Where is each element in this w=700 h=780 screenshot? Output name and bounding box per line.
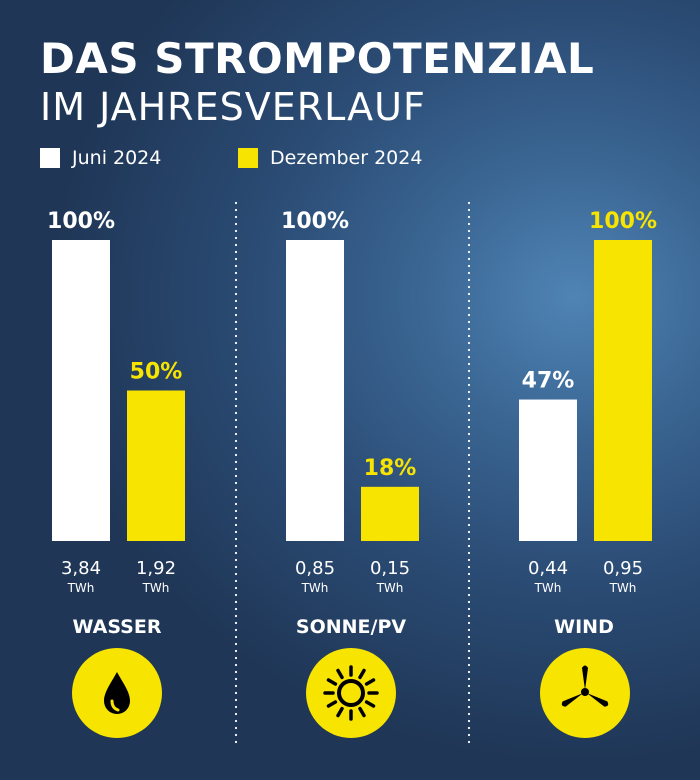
twh-value-sonne-pv-dezember: 0,15 (370, 558, 410, 579)
unit-label-wasser-juni: TWh (67, 581, 95, 595)
legend-item-juni: Juni 2024 (40, 146, 161, 170)
value-label-wind-dezember: 100% (589, 209, 657, 234)
category-label-sonne-pv: SONNE/PV (296, 616, 406, 638)
sun-icon (306, 648, 396, 738)
legend-item-dezember: Dezember 2024 (238, 146, 422, 170)
legend-swatch-dezember (238, 148, 258, 168)
title-line-1: DAS STROMPOTENZIAL (40, 34, 595, 83)
bar-wind-juni (519, 399, 577, 541)
value-label-wind-juni: 47% (522, 369, 575, 394)
wind-turbine-icon (540, 648, 630, 738)
twh-value-wind-dezember: 0,95 (603, 558, 643, 579)
value-label-wasser-juni: 100% (47, 209, 115, 234)
unit-label-wind-dezember: TWh (609, 581, 637, 595)
title-line-2: IM JAHRESVERLAUF (40, 85, 426, 129)
bar-sonne-pv-dezember (361, 486, 419, 541)
bar-sonne-pv-juni (286, 240, 344, 541)
bar-wasser-juni (52, 240, 110, 541)
value-label-sonne-pv-dezember: 18% (364, 456, 417, 481)
category-label-wind: WIND (554, 616, 614, 638)
legend-label-dezember: Dezember 2024 (270, 147, 423, 169)
category-label-wasser: WASSER (73, 616, 162, 638)
bar-wasser-dezember (127, 390, 185, 541)
twh-value-wasser-juni: 3,84 (61, 558, 101, 579)
unit-label-wasser-dezember: TWh (142, 581, 170, 595)
value-label-sonne-pv-juni: 100% (281, 209, 349, 234)
value-label-wasser-dezember: 50% (130, 360, 183, 385)
legend-label-juni: Juni 2024 (72, 147, 162, 169)
legend-swatch-juni (40, 148, 60, 168)
twh-value-wasser-dezember: 1,92 (136, 558, 176, 579)
unit-label-wind-juni: TWh (534, 581, 562, 595)
twh-value-sonne-pv-juni: 0,85 (295, 558, 335, 579)
unit-label-sonne-pv-juni: TWh (301, 581, 329, 595)
bar-wind-dezember (594, 240, 652, 541)
water-drop-icon (72, 648, 162, 738)
unit-label-sonne-pv-dezember: TWh (376, 581, 404, 595)
twh-value-wind-juni: 0,44 (528, 558, 568, 579)
